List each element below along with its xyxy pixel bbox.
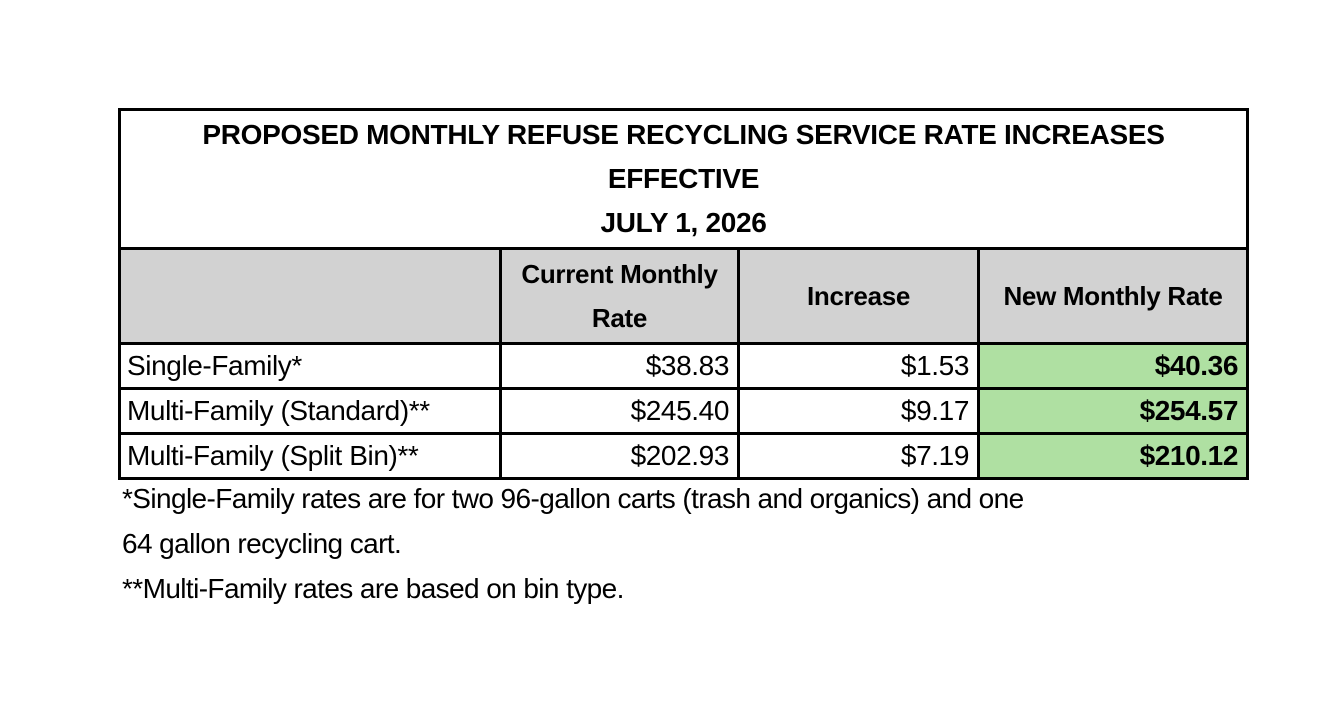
current-rate-value: $245.40 [499,387,740,435]
footnote-single-family-line2: 64 gallon recycling cart. [122,528,402,559]
table-row-single-family: Single-Family* $38.83 $1.53 $40.36 [118,342,1249,390]
table-title: PROPOSED MONTHLY REFUSE RECYCLING SERVIC… [118,108,1249,250]
header-increase: Increase [737,247,980,345]
row-label: Multi-Family (Standard)** [118,387,502,435]
row-label: Single-Family* [118,342,502,390]
table-title-line1: PROPOSED MONTHLY REFUSE RECYCLING SERVIC… [202,119,1165,194]
footnotes: *Single-Family rates are for two 96-gall… [122,476,1024,611]
increase-value: $9.17 [737,387,980,435]
footnote-single-family-line1: *Single-Family rates are for two 96-gall… [122,483,1024,514]
footnote-multi-family: **Multi-Family rates are based on bin ty… [122,573,624,604]
rate-increase-table: PROPOSED MONTHLY REFUSE RECYCLING SERVIC… [118,108,1249,480]
table-title-line2: JULY 1, 2026 [600,207,767,238]
table-title-row: PROPOSED MONTHLY REFUSE RECYCLING SERVIC… [118,108,1249,250]
increase-value: $7.19 [737,432,980,480]
current-rate-value: $202.93 [499,432,740,480]
header-current-monthly-rate: Current Monthly Rate [499,247,740,345]
new-rate-value: $210.12 [977,432,1249,480]
row-label: Multi-Family (Split Bin)** [118,432,502,480]
new-rate-value: $40.36 [977,342,1249,390]
current-rate-value: $38.83 [499,342,740,390]
table-row-multi-family-standard: Multi-Family (Standard)** $245.40 $9.17 … [118,387,1249,435]
table-header-row: Current Monthly Rate Increase New Monthl… [118,247,1249,345]
header-service [118,247,502,345]
header-new-monthly-rate: New Monthly Rate [977,247,1249,345]
table-row-multi-family-split-bin: Multi-Family (Split Bin)** $202.93 $7.19… [118,432,1249,480]
increase-value: $1.53 [737,342,980,390]
new-rate-value: $254.57 [977,387,1249,435]
